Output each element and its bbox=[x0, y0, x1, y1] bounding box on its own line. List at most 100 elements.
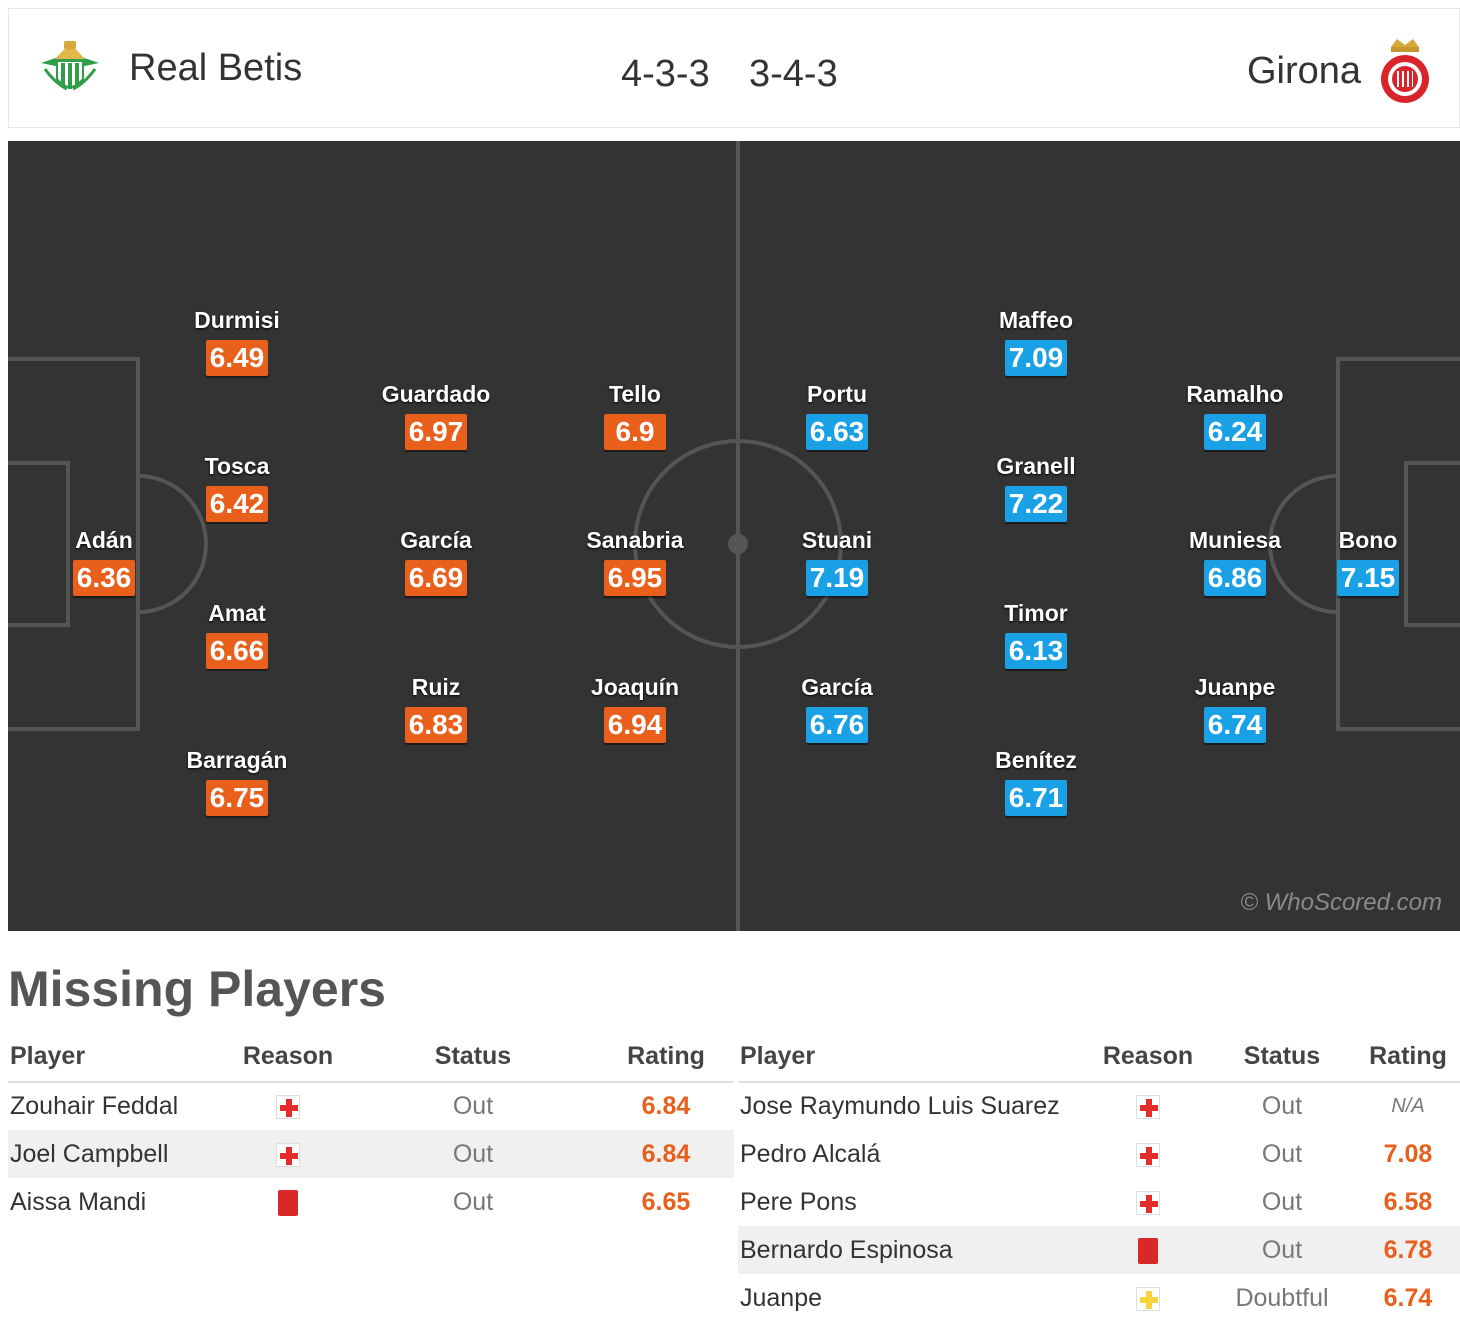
col-rating[interactable]: Rating bbox=[1356, 1032, 1460, 1083]
table-row: Juanpe Doubtful 6.74 bbox=[738, 1274, 1460, 1322]
col-status[interactable]: Status bbox=[348, 1032, 598, 1083]
player-name: Benítez bbox=[995, 747, 1077, 773]
player-name: Guardado bbox=[381, 381, 491, 407]
player-rating: 6.36 bbox=[72, 560, 136, 596]
home-player-lb[interactable]: Durmisi 6.49 bbox=[167, 307, 307, 376]
away-player-rcb[interactable]: Juanpe 6.74 bbox=[1165, 674, 1305, 743]
player-rating: 6.74 bbox=[1203, 707, 1267, 743]
player-name: Maffeo bbox=[998, 307, 1074, 333]
away-player-rm[interactable]: Benítez 6.71 bbox=[966, 747, 1106, 816]
player-name: Adán bbox=[75, 527, 133, 553]
away-team[interactable]: Girona bbox=[1247, 37, 1433, 105]
away-player-rcm[interactable]: Timor 6.13 bbox=[966, 600, 1106, 669]
player-name: Bono bbox=[1338, 527, 1398, 553]
table-header-row: Player Reason Status Rating bbox=[738, 1032, 1460, 1083]
home-player-st[interactable]: Sanabria 6.95 bbox=[565, 527, 705, 596]
injury-icon bbox=[1136, 1190, 1160, 1215]
col-player[interactable]: Player bbox=[8, 1032, 228, 1083]
col-reason[interactable]: Reason bbox=[228, 1032, 348, 1083]
col-rating[interactable]: Rating bbox=[598, 1032, 734, 1083]
player-rating: 6.95 bbox=[603, 560, 667, 596]
home-player-lw[interactable]: Tello 6.9 bbox=[565, 381, 705, 450]
injury-icon bbox=[276, 1142, 300, 1167]
table-row: Joel Campbell Out 6.84 bbox=[8, 1130, 734, 1178]
missing-status: Doubtful bbox=[1235, 1283, 1329, 1312]
col-player[interactable]: Player bbox=[738, 1032, 1088, 1083]
player-rating: 6.42 bbox=[205, 486, 269, 522]
away-player-gk[interactable]: Bono 7.15 bbox=[1298, 527, 1438, 596]
home-player-lcb[interactable]: Tosca 6.42 bbox=[167, 453, 307, 522]
player-rating: 7.15 bbox=[1336, 560, 1400, 596]
player-rating: 6.24 bbox=[1203, 414, 1267, 450]
missing-status: Out bbox=[1261, 1187, 1303, 1216]
player-rating: 6.97 bbox=[404, 414, 468, 450]
missing-player-name[interactable]: Zouhair Feddal bbox=[10, 1092, 179, 1120]
player-rating: 6.13 bbox=[1004, 633, 1068, 669]
red-card-icon bbox=[278, 1189, 298, 1216]
home-team-name: Real Betis bbox=[129, 46, 303, 89]
player-name: García bbox=[801, 674, 873, 700]
player-name: Ruiz bbox=[411, 674, 461, 700]
away-team-name: Girona bbox=[1246, 49, 1361, 92]
player-rating: 6.83 bbox=[404, 707, 468, 743]
watermark: © WhoScored.com bbox=[1240, 889, 1442, 916]
away-player-lcm[interactable]: Granell 7.22 bbox=[966, 453, 1106, 522]
player-name: Tello bbox=[609, 381, 661, 407]
missing-player-name[interactable]: Aissa Mandi bbox=[10, 1187, 147, 1216]
player-rating: 7.22 bbox=[1004, 486, 1068, 522]
missing-player-name[interactable]: Jose Raymundo Luis Suarez bbox=[740, 1092, 1060, 1120]
player-rating: 6.75 bbox=[205, 780, 269, 816]
missing-player-name[interactable]: Joel Campbell bbox=[8, 1130, 228, 1178]
missing-status: Out bbox=[348, 1130, 598, 1178]
missing-status: Out bbox=[452, 1092, 494, 1120]
away-player-st[interactable]: Stuani 7.19 bbox=[767, 527, 907, 596]
home-player-rcm[interactable]: Ruiz 6.83 bbox=[366, 674, 506, 743]
player-rating: 7.09 bbox=[1004, 340, 1068, 376]
missing-player-name[interactable]: Juanpe bbox=[740, 1283, 823, 1312]
missing-rating: 6.58 bbox=[1383, 1187, 1433, 1216]
injury-icon bbox=[276, 1095, 300, 1120]
missing-rating: 6.78 bbox=[1356, 1226, 1460, 1274]
home-team[interactable]: Real Betis bbox=[37, 39, 302, 97]
table-header-row: Player Reason Status Rating bbox=[8, 1032, 734, 1083]
home-player-rw[interactable]: Joaquín 6.94 bbox=[565, 674, 705, 743]
away-player-lcb[interactable]: Ramalho 6.24 bbox=[1165, 381, 1305, 450]
missing-rating: 7.08 bbox=[1383, 1139, 1433, 1168]
player-name: Barragán bbox=[186, 747, 288, 773]
away-player-lw[interactable]: Portu 6.63 bbox=[767, 381, 907, 450]
player-rating: 6.86 bbox=[1203, 560, 1267, 596]
home-player-rb[interactable]: Barragán 6.75 bbox=[167, 747, 307, 816]
home-formation: 4-3-3 bbox=[621, 53, 710, 95]
player-name: Durmisi bbox=[194, 307, 280, 333]
player-rating: 6.63 bbox=[805, 414, 869, 450]
col-status[interactable]: Status bbox=[1208, 1032, 1356, 1083]
away-player-cb[interactable]: Muniesa 6.86 bbox=[1165, 527, 1305, 596]
girona-crest-icon bbox=[1381, 39, 1429, 103]
missing-player-name[interactable]: Pere Pons bbox=[740, 1187, 857, 1216]
home-player-rcb[interactable]: Amat 6.66 bbox=[167, 600, 307, 669]
home-missing-table: Player Reason Status Rating Zouhair Fedd… bbox=[8, 1032, 734, 1226]
table-row: Pedro Alcalá Out 7.08 bbox=[738, 1130, 1460, 1178]
pitch: Adán 6.36 Durmisi 6.49 Tosca 6.42 Amat 6… bbox=[8, 141, 1460, 931]
table-row: Bernardo Espinosa Out 6.78 bbox=[738, 1226, 1460, 1274]
missing-player-name[interactable]: Bernardo Espinosa bbox=[738, 1226, 1088, 1274]
injury-icon bbox=[1136, 1142, 1160, 1167]
player-name: Amat bbox=[208, 600, 266, 626]
missing-rating: N/A bbox=[1391, 1095, 1425, 1117]
away-player-rw[interactable]: García 6.76 bbox=[767, 674, 907, 743]
player-rating: 6.76 bbox=[805, 707, 869, 743]
home-player-cm[interactable]: García 6.69 bbox=[366, 527, 506, 596]
missing-rating: 6.84 bbox=[641, 1092, 691, 1120]
player-name: Stuani bbox=[801, 527, 873, 553]
home-player-gk[interactable]: Adán 6.36 bbox=[34, 527, 174, 596]
col-reason[interactable]: Reason bbox=[1088, 1032, 1208, 1083]
missing-player-name[interactable]: Pedro Alcalá bbox=[740, 1139, 881, 1168]
away-player-lm[interactable]: Maffeo 7.09 bbox=[966, 307, 1106, 376]
real-betis-crest-icon bbox=[41, 41, 99, 91]
red-card-icon bbox=[1138, 1237, 1158, 1264]
home-player-lcm[interactable]: Guardado 6.97 bbox=[366, 381, 506, 450]
away-formation: 3-4-3 bbox=[749, 53, 838, 95]
player-name: Timor bbox=[1004, 600, 1068, 626]
table-row: Aissa Mandi Out 6.65 bbox=[8, 1178, 734, 1226]
